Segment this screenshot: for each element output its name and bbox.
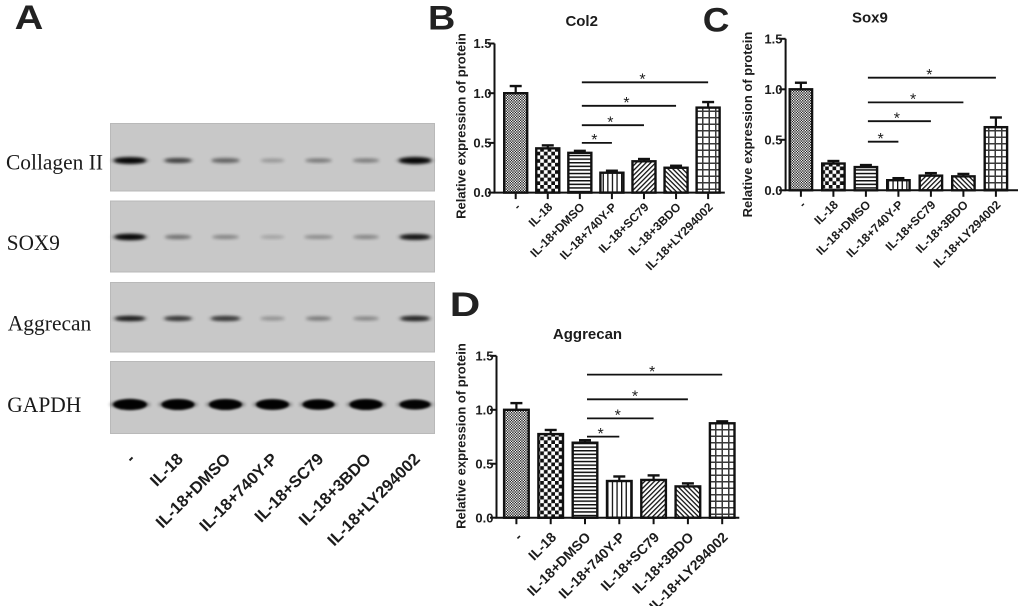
svg-text:1.5: 1.5: [475, 348, 493, 363]
svg-text:-: -: [511, 200, 524, 213]
svg-text:-: -: [796, 198, 809, 211]
svg-text:*: *: [623, 95, 629, 112]
svg-text:IL-18: IL-18: [811, 197, 841, 227]
svg-text:-: -: [510, 529, 525, 544]
svg-text:Aggrecan: Aggrecan: [553, 326, 622, 343]
svg-text:*: *: [926, 67, 932, 84]
svg-text:Collagen II: Collagen II: [6, 149, 103, 174]
svg-text:*: *: [615, 408, 621, 425]
svg-text:0.5: 0.5: [473, 136, 491, 151]
svg-text:0.0: 0.0: [473, 185, 491, 200]
svg-text:0.0: 0.0: [764, 183, 782, 198]
svg-text:*: *: [910, 92, 916, 109]
svg-text:*: *: [639, 72, 645, 89]
svg-text:Relative expression of protein: Relative expression of protein: [740, 32, 755, 218]
svg-text:Col2: Col2: [565, 13, 598, 30]
svg-text:SOX9: SOX9: [7, 230, 60, 255]
svg-text:A: A: [15, 0, 44, 37]
svg-text:*: *: [607, 115, 613, 132]
svg-text:D: D: [450, 286, 481, 324]
svg-text:1.0: 1.0: [475, 402, 493, 417]
svg-text:B: B: [428, 0, 455, 38]
svg-text:0.0: 0.0: [475, 510, 493, 525]
svg-text:*: *: [632, 389, 638, 406]
svg-text:*: *: [591, 132, 597, 149]
svg-text:1.5: 1.5: [473, 36, 491, 51]
svg-text:IL-18+LY294002: IL-18+LY294002: [324, 450, 424, 550]
svg-text:0.5: 0.5: [475, 456, 493, 471]
svg-text:Aggrecan: Aggrecan: [8, 311, 92, 336]
svg-text:1.0: 1.0: [764, 82, 782, 97]
svg-text:1.0: 1.0: [473, 86, 491, 101]
svg-text:*: *: [598, 426, 604, 443]
svg-text:0.5: 0.5: [764, 132, 782, 147]
svg-text:IL-18: IL-18: [147, 450, 187, 490]
svg-text:Relative expression of protein: Relative expression of protein: [454, 33, 469, 219]
svg-text:*: *: [878, 131, 884, 148]
svg-text:1.5: 1.5: [764, 31, 782, 46]
svg-text:-: -: [122, 450, 139, 467]
svg-text:Relative expression of protein: Relative expression of protein: [454, 343, 469, 529]
svg-text:Sox9: Sox9: [852, 9, 888, 26]
svg-text:GAPDH: GAPDH: [7, 392, 81, 417]
svg-text:*: *: [649, 364, 655, 381]
svg-text:C: C: [703, 2, 730, 40]
svg-text:*: *: [894, 111, 900, 128]
